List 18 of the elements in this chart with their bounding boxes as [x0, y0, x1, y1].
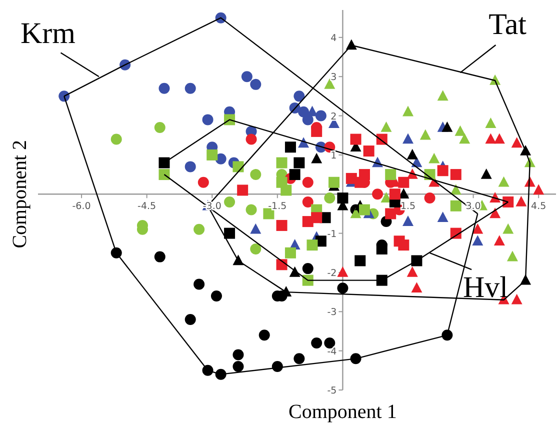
y-tick-label: 2	[330, 111, 337, 122]
y-tick-label: 4	[330, 32, 337, 44]
annotation: Krm	[20, 16, 76, 50]
y-tick-label: 1	[330, 150, 337, 162]
y-tick-label: -1	[327, 228, 337, 240]
annotation: Hvl	[463, 271, 508, 304]
y-tick-label: -3	[327, 307, 337, 318]
x-tick-label: -1.5	[268, 201, 287, 212]
x-tick-label: -6.0	[72, 201, 91, 212]
y-tick-label: 3	[330, 72, 337, 84]
y-tick-label: -5	[327, 386, 337, 396]
annotation: Tat	[488, 8, 528, 41]
y-tick-label: -4	[327, 346, 337, 358]
x-tick-label: -4.5	[138, 201, 156, 212]
x-tick-label: 4.5	[531, 201, 546, 212]
x-axis-title: Component 1	[288, 401, 397, 423]
y-axis-title: Component 2	[9, 140, 31, 248]
y-tick-label: -2	[327, 268, 337, 279]
